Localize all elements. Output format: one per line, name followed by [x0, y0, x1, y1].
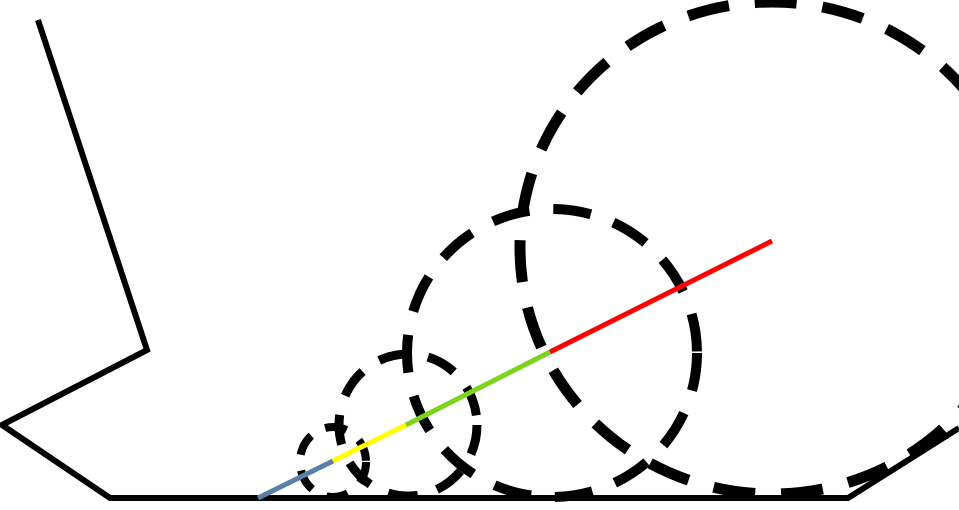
- dashed-circle-small: [296, 423, 370, 501]
- ray-segment-yellow: [331, 422, 408, 464]
- dashed-circle-largest: [514, 0, 959, 500]
- ray-segment-blue: [256, 458, 335, 501]
- ray-segment-red: [548, 238, 774, 355]
- ray-segment-green: [404, 349, 552, 428]
- boundary-outline: [0, 19, 959, 501]
